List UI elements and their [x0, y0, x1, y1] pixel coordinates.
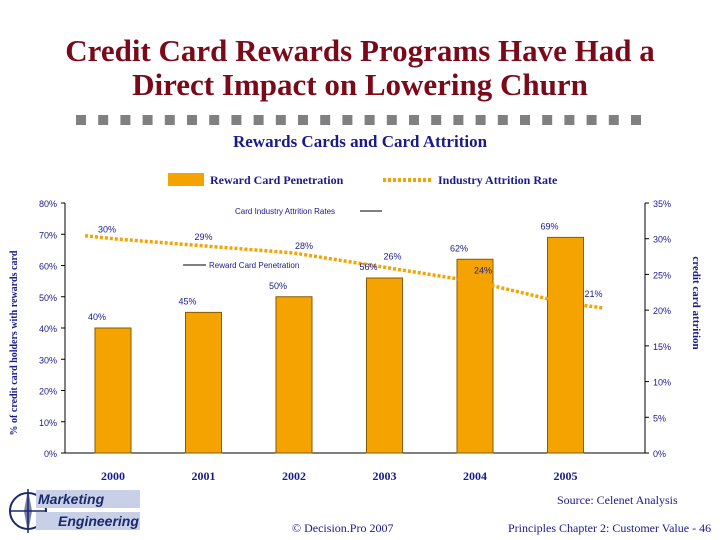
- divider-square: [76, 115, 86, 125]
- divider-square: [364, 115, 375, 125]
- divider-square: [497, 115, 508, 125]
- divider-square: [275, 115, 286, 125]
- divider-square: [209, 115, 220, 125]
- bar-series: [94, 236, 584, 454]
- legend-line-label: Industry Attrition Rate: [438, 173, 558, 187]
- line-data-label: 26%: [383, 251, 401, 261]
- divider-square: [608, 115, 619, 125]
- copyright: © Decision.Pro 2007: [292, 521, 394, 535]
- divider-square: [231, 115, 242, 125]
- right-tick-label: 5%: [653, 413, 666, 423]
- right-tick-label: 25%: [653, 270, 671, 280]
- category-label: 2000: [101, 469, 125, 483]
- left-tick-label: 30%: [39, 355, 57, 365]
- divider-square: [298, 115, 308, 125]
- bar: [366, 277, 403, 454]
- bar: [185, 311, 222, 454]
- annotation-penetration: Reward Card Penetration: [209, 261, 299, 270]
- divider-square: [320, 115, 331, 125]
- left-tick-label: 80%: [39, 199, 57, 209]
- logo-line-1: Marketing: [38, 491, 105, 507]
- attrition-line: [84, 233, 604, 310]
- divider-square: [342, 115, 353, 125]
- divider-square: [187, 115, 197, 125]
- bar-data-label: 50%: [269, 281, 287, 291]
- right-tick-label: 10%: [653, 378, 671, 388]
- chapter-footer: Principles Chapter 2: Customer Value - 4…: [508, 521, 712, 535]
- line-data-label: 24%: [474, 266, 492, 276]
- line-series: [84, 233, 604, 310]
- divider-square: [520, 115, 530, 125]
- bar-data-label: 40%: [88, 312, 106, 322]
- slide-title: Credit Card Rewards Programs Have Had a …: [0, 34, 720, 102]
- divider-square: [564, 115, 575, 125]
- annotation-attrition: Card Industry Attrition Rates: [235, 207, 335, 216]
- line-data-label: 29%: [194, 232, 212, 242]
- left-tick-label: 0%: [44, 449, 57, 459]
- divider-square: [253, 115, 264, 125]
- slide-title-line-1: Credit Card Rewards Programs Have Had a: [65, 33, 655, 68]
- left-tick-label: 10%: [39, 418, 57, 428]
- divider-square: [542, 115, 553, 125]
- logo-line-2: Engineering: [58, 513, 139, 529]
- right-axis-title: credit card attrition: [690, 256, 702, 349]
- divider-square: [409, 115, 419, 125]
- divider-square: [142, 115, 153, 125]
- left-tick-label: 50%: [39, 293, 57, 303]
- line-data-label: 30%: [98, 225, 116, 235]
- title-divider: [76, 115, 641, 125]
- left-tick-label: 40%: [39, 324, 57, 334]
- chart-subtitle: Rewards Cards and Card Attrition: [232, 132, 488, 151]
- legend-swatches: [168, 173, 431, 186]
- left-tick-label: 20%: [39, 387, 57, 397]
- slide-title-line-2: Direct Impact on Lowering Churn: [132, 67, 588, 102]
- category-label: 2003: [373, 469, 397, 483]
- line-data-label: 28%: [295, 241, 313, 251]
- bar-data-label: 69%: [540, 221, 558, 231]
- left-axis-title: % of credit card holders with rewards ca…: [9, 250, 20, 435]
- right-tick-label: 15%: [653, 342, 671, 352]
- category-label: 2002: [282, 469, 306, 483]
- category-label: 2004: [463, 469, 487, 483]
- right-tick-label: 30%: [653, 235, 671, 245]
- right-tick-label: 20%: [653, 306, 671, 316]
- category-label: 2005: [554, 469, 578, 483]
- chart-labels: 40% 45% 50% 56% 62% 69% 30% 29% 28% 26% 24% 21% Card…: [88, 207, 603, 322]
- divider-square: [631, 115, 641, 125]
- divider-square: [586, 115, 597, 125]
- line-data-label: 21%: [584, 289, 602, 299]
- divider-square: [164, 115, 175, 125]
- divider-square: [98, 115, 109, 125]
- bar: [456, 258, 494, 454]
- divider-square: [475, 115, 486, 125]
- bar-data-label: 45%: [178, 296, 196, 306]
- bar: [547, 236, 584, 454]
- marketing-engineering-logo: [9, 489, 140, 533]
- bar: [275, 296, 313, 454]
- legend-bar-label: Reward Card Penetration: [210, 173, 344, 187]
- left-tick-label: 70%: [39, 230, 57, 240]
- divider-square: [120, 115, 131, 125]
- bar-data-label: 56%: [359, 262, 377, 272]
- bar: [94, 327, 132, 454]
- bar-data-label: 62%: [450, 243, 468, 253]
- divider-square: [453, 115, 464, 125]
- source-note: Source: Celenet Analysis: [557, 493, 678, 507]
- divider-square: [386, 115, 397, 125]
- right-tick-label: 35%: [653, 199, 671, 209]
- right-tick-label: 0%: [653, 449, 666, 459]
- category-label: 2001: [192, 469, 216, 483]
- divider-square: [431, 115, 442, 125]
- legend-bar-swatch: [168, 173, 204, 186]
- left-tick-label: 60%: [39, 262, 57, 272]
